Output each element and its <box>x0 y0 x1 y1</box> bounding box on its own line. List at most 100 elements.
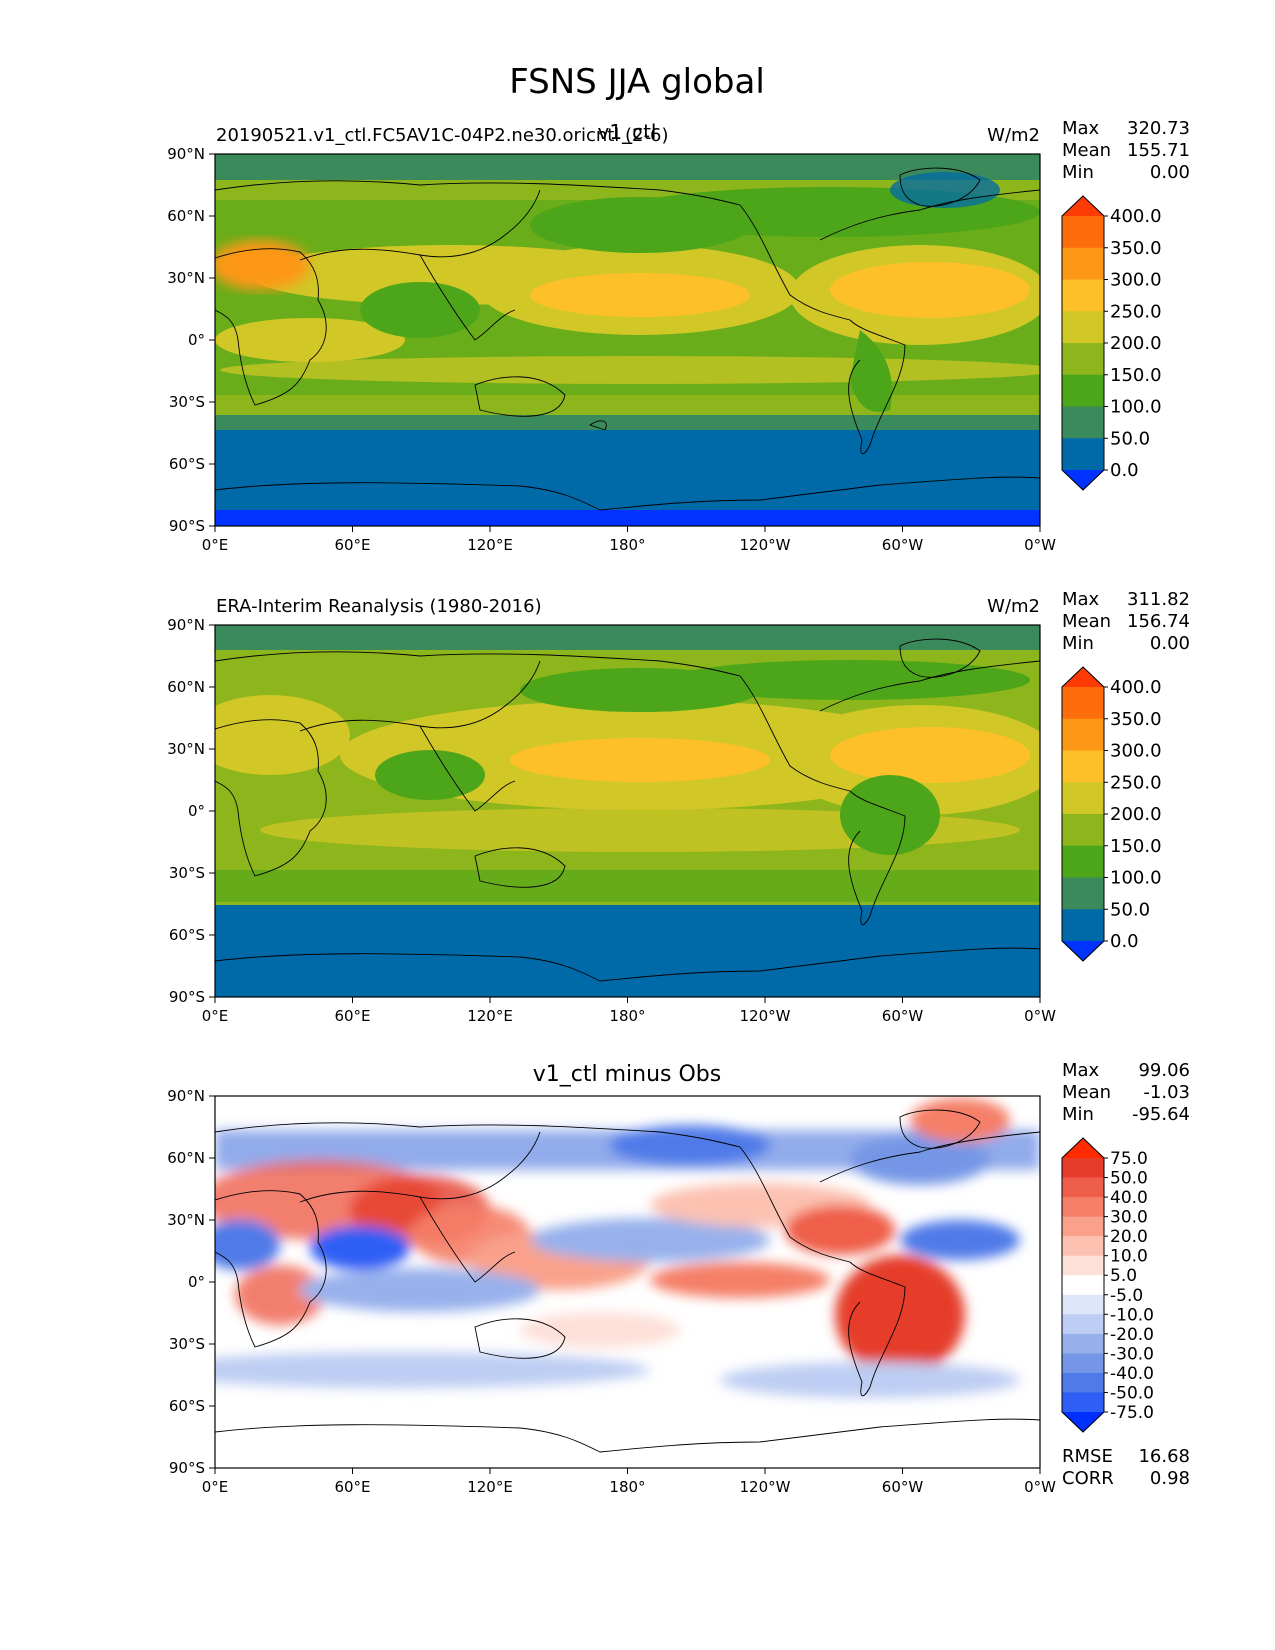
panel-obs-lon-label: 60°W <box>882 1007 924 1025</box>
panel-obs-colorbar-label: 300.0 <box>1110 741 1162 762</box>
panel-model-lon-label: 180° <box>609 536 645 554</box>
panel-obs-stat-min-value: 0.00 <box>1150 633 1190 654</box>
panel-model-colorbar-label: 100.0 <box>1110 397 1162 418</box>
panel-diff-lon-label: 120°E <box>467 1478 513 1496</box>
panel-diff-lat-label: 30°N <box>167 1211 205 1229</box>
panel-obs-colorbar-bin <box>1062 750 1104 783</box>
panel-obs-lat-label: 0° <box>188 802 205 820</box>
panel-model-left-title: 20190521.v1_ctl.FC5AV1C-04P2.ne30.oricnt… <box>216 125 668 146</box>
panel-obs-colorbar: 400.0 350.0 300.0 250.0 200.0 150.0 100.0 50.0 0… <box>1061 666 1162 962</box>
panel-obs-lon-label: 120°E <box>467 1007 513 1025</box>
panel-diff-lon-label: 0°E <box>202 1478 229 1496</box>
panel-obs-colorbar-label: 250.0 <box>1110 772 1162 793</box>
panel-model-colorbar-label: 350.0 <box>1110 238 1162 259</box>
panel-diff-lat-label: 0° <box>188 1273 205 1291</box>
panel-obs-lat-label: 90°S <box>169 988 205 1006</box>
panel-obs-stat-max-value: 311.82 <box>1127 589 1190 610</box>
panel-model-lon-label: 60°E <box>334 536 370 554</box>
panel-model-lon-label: 120°E <box>467 536 513 554</box>
panel-obs-lat-label: 90°N <box>167 616 205 634</box>
panel-obs-colorbar-label: 350.0 <box>1110 709 1162 730</box>
panel-diff-colorbar-bin <box>1062 1294 1104 1315</box>
panel-diff-colorbar-bin <box>1062 1314 1104 1335</box>
panel-diff-colorbar-bin <box>1062 1236 1104 1257</box>
panel-model-colorbar-bin <box>1062 343 1104 376</box>
panel-model-coastlines <box>215 167 1040 511</box>
panel-obs-lat-label: 60°S <box>169 926 205 944</box>
panel-diff-colorbar-label: 5.0 <box>1110 1266 1137 1286</box>
panel-diff-lon-label: 120°W <box>740 1478 791 1496</box>
panel-diff-stat-max-label: Max <box>1062 1060 1100 1081</box>
panel-diff-colorbar: 75.050.040.030.020.010.05.0-5.0-10.0-20.… <box>1061 1137 1154 1433</box>
panel-obs-lon-label: 0°W <box>1024 1007 1056 1025</box>
panel-obs-lon-label: 60°E <box>334 1007 370 1025</box>
panel-diff-colorbar-label: 40.0 <box>1110 1188 1148 1208</box>
panel-model-lon-label: 0°W <box>1024 536 1056 554</box>
panel-diff-colorbar-label: 10.0 <box>1110 1247 1148 1267</box>
panel-diff-colorbar-label: -20.0 <box>1110 1325 1154 1345</box>
panel-diff-colorbar-extend-max <box>1062 1138 1104 1158</box>
panel-model-colorbar-label: 50.0 <box>1110 428 1150 449</box>
panel-diff-colorbar-label: 75.0 <box>1110 1149 1148 1169</box>
panel-diff-colorbar-label: -5.0 <box>1110 1286 1143 1306</box>
panel-obs-colorbar-bin <box>1062 877 1104 910</box>
panel-diff-stat-mean-label: Mean <box>1062 1082 1111 1103</box>
panel-diff-lat-label: 60°N <box>167 1149 205 1167</box>
panel-model: 20190521.v1_ctl.FC5AV1C-04P2.ne30.oricnt… <box>167 118 1190 554</box>
panel-model-center-title: v1_ctl <box>598 120 657 144</box>
panel-obs-colorbar-extend-max <box>1062 667 1104 687</box>
panel-model-colorbar-extend-min <box>1062 470 1104 490</box>
panel-model-colorbar-label: 400.0 <box>1110 206 1162 227</box>
panel-model-stat-mean-value: 155.71 <box>1127 140 1190 161</box>
panel-model-units: W/m2 <box>987 125 1040 146</box>
panel-model-lat-label: 60°N <box>167 207 205 225</box>
panel-model-stat-min-value: 0.00 <box>1150 162 1190 183</box>
panel-obs-left-title: ERA-Interim Reanalysis (1980-2016) <box>216 596 542 617</box>
panel-diff-lon-label: 60°W <box>882 1478 924 1496</box>
panel-diff-stats: Max 99.06 Mean -1.03 Min -95.64 RMSE 16.… <box>1062 1060 1190 1489</box>
panel-obs-map <box>215 625 1040 997</box>
panel-diff: v1_ctl minus Obs <box>167 1060 1190 1496</box>
panel-obs-colorbar-label: 0.0 <box>1110 931 1139 952</box>
panel-obs-colorbar-label: 100.0 <box>1110 868 1162 889</box>
panel-diff-stat-max-value: 99.06 <box>1138 1060 1190 1081</box>
panel-model-stat-max-label: Max <box>1062 118 1100 139</box>
panel-diff-colorbar-label: -30.0 <box>1110 1344 1154 1364</box>
panel-obs-colorbar-bin <box>1062 718 1104 751</box>
panel-diff-stat-min-label: Min <box>1062 1104 1094 1125</box>
panel-obs-colorbar-bin <box>1062 845 1104 878</box>
panel-diff-colorbar-bin <box>1062 1158 1104 1179</box>
panel-model-lon-label: 0°E <box>202 536 229 554</box>
panel-model-map <box>215 154 1040 526</box>
panel-diff-map <box>215 1096 1040 1468</box>
panel-diff-colorbar-bin <box>1062 1353 1104 1374</box>
panel-diff-stat-min-value: -95.64 <box>1132 1104 1190 1125</box>
panel-model-lat-label: 60°S <box>169 455 205 473</box>
panel-diff-stat-mean-value: -1.03 <box>1143 1082 1190 1103</box>
panel-model-colorbar-bin <box>1062 406 1104 439</box>
panel-diff-center-title: v1_ctl minus Obs <box>533 1062 721 1087</box>
panel-diff-lat-label: 90°N <box>167 1087 205 1105</box>
panel-obs-colorbar-extend-min <box>1062 941 1104 961</box>
panel-obs-stat-max-label: Max <box>1062 589 1100 610</box>
panel-model-colorbar-bin <box>1062 311 1104 344</box>
panel-obs-lat-label: 30°N <box>167 740 205 758</box>
panel-diff-colorbar-label: 50.0 <box>1110 1169 1148 1189</box>
panel-obs-colorbar-label: 50.0 <box>1110 899 1150 920</box>
panel-diff-colorbar-label: -75.0 <box>1110 1403 1154 1423</box>
panel-model-colorbar-bin <box>1062 438 1104 471</box>
panel-model-colorbar: 400.0 350.0 300.0 250.0 200.0 150.0 100.0 50.0 0… <box>1061 195 1162 491</box>
panel-model-colorbar-bin <box>1062 247 1104 280</box>
panel-obs-units: W/m2 <box>987 596 1040 617</box>
panel-model-colorbar-bin <box>1062 216 1104 249</box>
panel-obs-coastlines <box>215 638 1040 982</box>
panel-model-stat-mean-label: Mean <box>1062 140 1111 161</box>
panel-diff-colorbar-label: -10.0 <box>1110 1305 1154 1325</box>
panel-model-stat-min-label: Min <box>1062 162 1094 183</box>
panel-diff-colorbar-extend-min <box>1062 1412 1104 1432</box>
panel-diff-stat-corr-label: CORR <box>1062 1468 1114 1489</box>
panel-model-colorbar-bin <box>1062 374 1104 407</box>
panel-model-stat-max-value: 320.73 <box>1127 118 1190 139</box>
panel-model-stats: Max 320.73 Mean 155.71 Min 0.00 <box>1062 118 1190 183</box>
panel-model-colorbar-label: 150.0 <box>1110 365 1162 386</box>
